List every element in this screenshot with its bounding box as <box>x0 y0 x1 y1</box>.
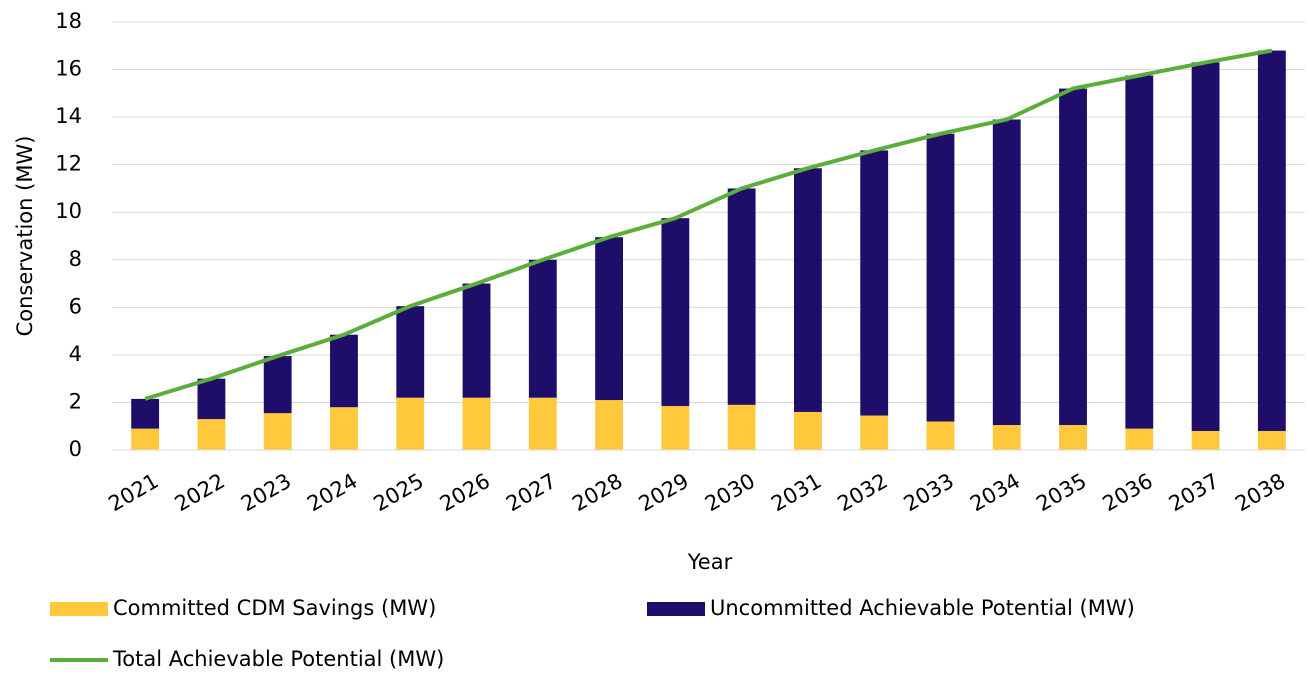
bar <box>1125 428 1154 450</box>
y-tick-label: 6 <box>69 294 82 318</box>
bar <box>131 398 160 429</box>
bar <box>263 356 292 414</box>
x-axis-label: Year <box>687 550 733 574</box>
x-tick-label: 2029 <box>635 469 693 517</box>
x-tick-label: 2036 <box>1099 469 1157 517</box>
bar <box>661 218 690 407</box>
x-tick-label: 2037 <box>1165 469 1223 517</box>
bar <box>462 397 491 450</box>
x-tick-label: 2026 <box>436 469 494 517</box>
bar <box>528 259 557 398</box>
bar <box>1257 50 1286 431</box>
bar <box>528 397 557 450</box>
bar <box>396 397 425 450</box>
y-tick-label: 12 <box>55 152 82 176</box>
bar <box>992 425 1021 450</box>
y-tick-label: 16 <box>55 57 82 81</box>
bar <box>131 428 160 450</box>
y-tick-label: 14 <box>55 104 82 128</box>
legend-swatch <box>50 602 108 616</box>
x-tick-label: 2021 <box>104 469 162 517</box>
legend-label: Uncommitted Achievable Potential (MW) <box>710 596 1135 620</box>
bar <box>330 407 358 450</box>
bar <box>1059 88 1087 426</box>
y-tick-label: 0 <box>69 437 82 461</box>
bar <box>1059 425 1087 450</box>
bar <box>595 400 624 450</box>
x-tick-label: 2022 <box>171 469 229 517</box>
y-axis-label: Conservation (MW) <box>13 136 37 337</box>
legend-swatch <box>647 602 705 616</box>
x-tick-label: 2038 <box>1231 469 1289 517</box>
legend-label: Committed CDM Savings (MW) <box>113 596 436 620</box>
bar <box>727 404 756 450</box>
y-tick-label: 18 <box>55 9 82 33</box>
bar <box>727 188 756 405</box>
bar <box>926 421 955 450</box>
bar <box>263 413 292 450</box>
x-tick-label: 2032 <box>833 469 891 517</box>
y-tick-label: 2 <box>69 389 82 413</box>
bar <box>1191 430 1220 450</box>
x-tick-label: 2025 <box>369 469 427 517</box>
y-tick-label: 4 <box>69 342 82 366</box>
bar <box>197 419 226 450</box>
bar <box>1125 75 1154 429</box>
bar <box>992 119 1021 426</box>
bar <box>462 283 491 398</box>
bar <box>1191 62 1220 431</box>
bar <box>661 406 690 450</box>
line <box>144 48 1273 401</box>
bar <box>860 415 889 450</box>
bar <box>1257 430 1286 450</box>
bar <box>197 378 226 420</box>
x-tick-label: 2033 <box>900 469 958 517</box>
x-tick-label: 2035 <box>1032 469 1090 517</box>
y-tick-label: 10 <box>55 199 82 223</box>
x-tick-label: 2024 <box>303 469 361 517</box>
legend-label: Total Achievable Potential (MW) <box>112 647 444 671</box>
x-tick-label: 2027 <box>502 469 560 517</box>
bar <box>793 168 822 412</box>
y-tick-label: 8 <box>69 247 82 271</box>
bar <box>860 150 889 416</box>
bar <box>926 133 955 422</box>
x-tick-label: 2030 <box>701 469 759 517</box>
x-tick-label: 2028 <box>568 469 626 517</box>
x-tick-label: 2034 <box>966 469 1024 517</box>
bar <box>793 411 822 450</box>
x-tick-label: 2023 <box>237 469 295 517</box>
x-tick-label: 2031 <box>767 469 825 517</box>
bar <box>330 334 358 408</box>
bar <box>396 306 425 398</box>
bar <box>595 237 624 401</box>
